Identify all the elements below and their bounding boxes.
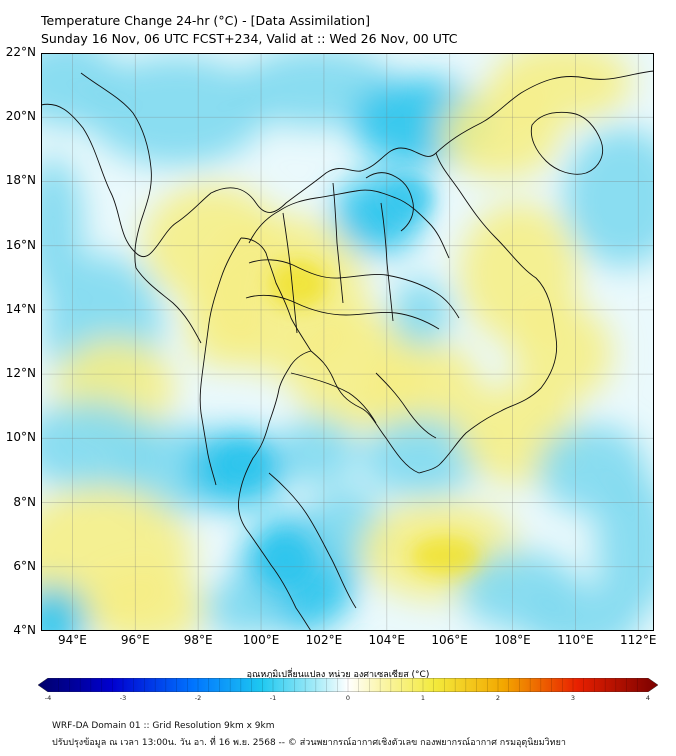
colorbar-tick-label: 1 [420,694,426,702]
colorbar-tick-label: -4 [44,694,52,702]
temperature-change-map [41,53,654,631]
lat-label: 12°N [5,366,36,381]
field-blob [520,584,641,631]
colorbar-tick-label: 4 [645,694,651,702]
footer-credit: ปรับปรุงข้อมูล ณ เวลา 13:00น. วัน อา. ที… [52,738,566,748]
field-blob [391,278,452,349]
lon-label: 96°E [120,633,150,647]
field-blob [184,268,265,369]
colorbar-tick-label: -1 [269,694,277,702]
lon-label: 98°E [183,633,213,647]
colorbar-tick-label: 2 [495,694,501,702]
lat-label: 22°N [5,45,36,59]
lon-label: 108°E [494,633,531,647]
lat-label: 14°N [5,301,36,316]
chart-subtitle: Sunday 16 Nov, 06 UTC FCST+234, Valid at… [41,31,458,46]
graticule [41,53,654,631]
field-blob [203,577,284,631]
lon-label: 112°E [620,633,657,647]
colorbar-tick-label: 3 [570,694,576,702]
field-blob [41,156,84,297]
field-blob [276,416,357,487]
colorbar-fill [38,678,658,692]
field-blob [595,474,654,615]
colorbar-tick-label: -3 [119,694,127,702]
lon-label: 102°E [305,633,343,647]
lat-label: 8°N [13,494,36,509]
lon-label: 106°E [431,633,468,647]
lat-label: 18°N [5,173,36,188]
field-blob [85,567,206,631]
field-core [261,536,312,587]
lat-label: 6°N [13,558,36,573]
footer-resolution: WRF-DA Domain 01 :: Grid Resolution 9km … [52,721,275,731]
field-blob [512,303,613,404]
field-core [268,259,329,310]
colorbar-title: อุณหภูมิเปลี่ยนแปลง หน่วย องศาเซลเซียส (… [246,670,430,680]
field-blob [563,127,654,268]
chart-title: Temperature Change 24-hr (°C) - [Data As… [41,13,370,28]
field-blob [41,584,89,631]
colorbar-tick-label: -2 [194,694,202,702]
lat-label: 16°N [5,237,36,252]
field-core [383,175,434,220]
field-blob [85,55,266,166]
lon-label: 104°E [368,633,406,647]
map-frame [41,53,654,631]
field-blob [440,88,561,179]
lon-label: 110°E [557,633,594,647]
field-blob [361,338,482,439]
lat-label: 10°N [5,430,36,445]
field-blob [361,417,482,498]
field-core [410,535,481,576]
colorbar [38,678,658,692]
lat-label: 4°N [13,623,36,637]
lat-label: 20°N [5,109,36,124]
coastlines-and-borders [41,70,654,631]
lon-label: 100°E [242,633,280,647]
colorbar-tick-label: 0 [345,694,351,702]
lon-label: 94°E [57,633,87,647]
